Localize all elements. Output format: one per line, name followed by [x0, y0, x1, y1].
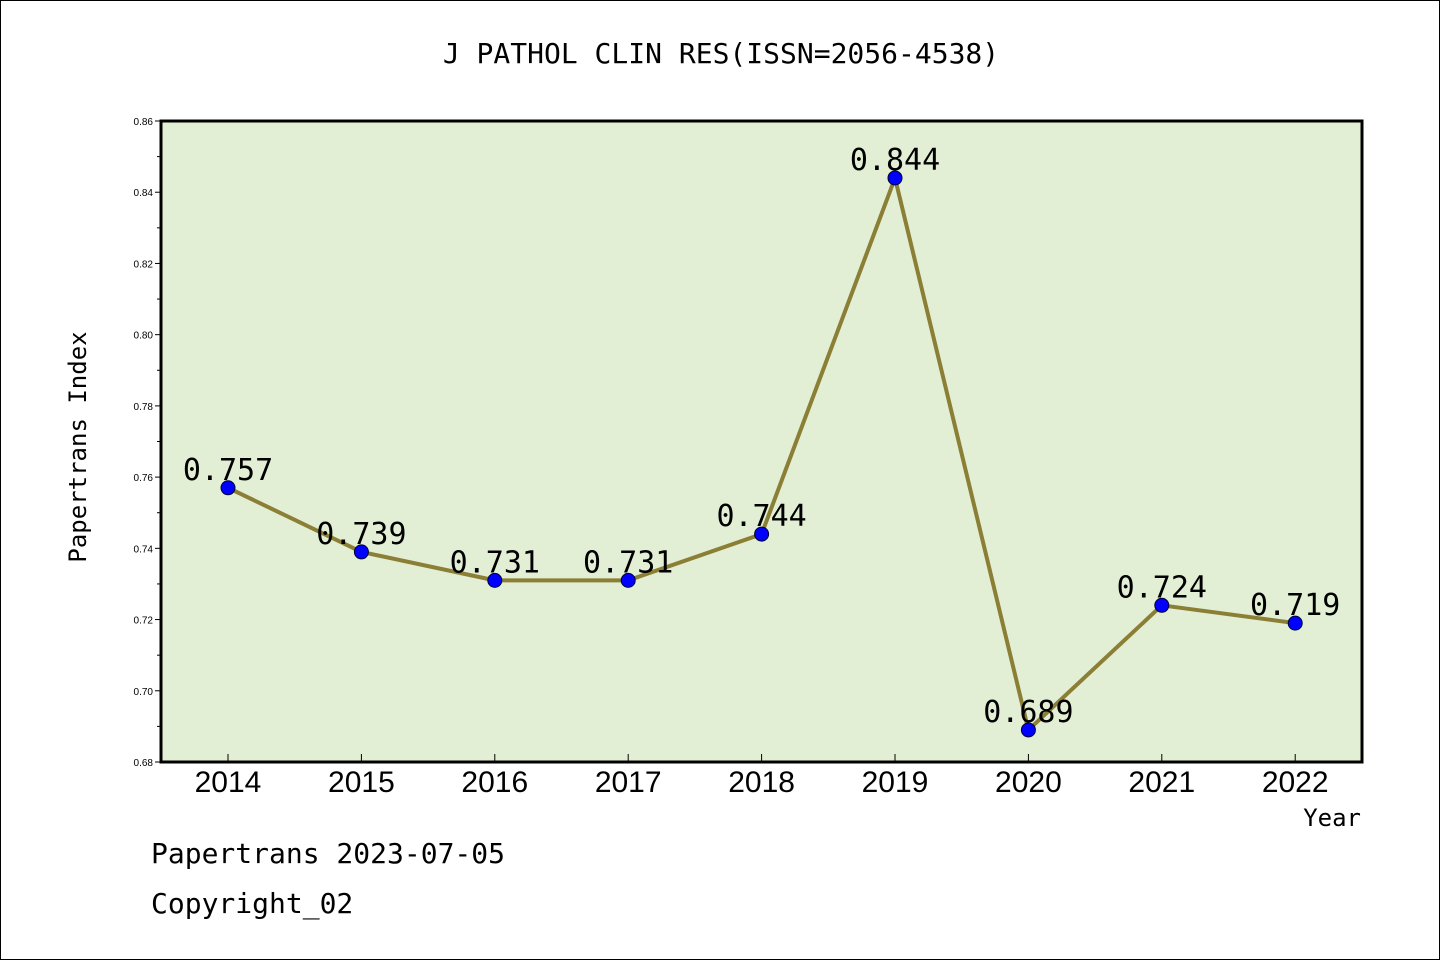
y-tick-label: 0.74 — [134, 544, 154, 555]
data-label: 0.719 — [1250, 588, 1340, 623]
data-point — [1020, 722, 1036, 738]
x-tick-label: 2017 — [595, 766, 662, 799]
data-point — [620, 572, 636, 588]
y-axis-label: Papertrans Index — [64, 331, 92, 562]
data-point — [353, 544, 369, 560]
plot-area — [159, 119, 1364, 764]
footer-date: Papertrans 2023-07-05 — [151, 837, 506, 870]
y-tick-label: 0.70 — [134, 687, 154, 698]
y-tick-label: 0.72 — [134, 616, 154, 627]
x-tick-label: 2021 — [1128, 766, 1195, 799]
x-axis-label: Year — [1303, 804, 1361, 832]
data-label: 0.731 — [450, 545, 540, 580]
x-tick-label: 2016 — [461, 766, 528, 799]
x-tick-label: 2014 — [195, 766, 262, 799]
y-tick-label: 0.80 — [134, 331, 154, 342]
x-tick-label: 2019 — [862, 766, 929, 799]
chart-title: J PATHOL CLIN RES(ISSN=2056-4538) — [442, 37, 1000, 70]
y-tick-label: 0.68 — [134, 758, 154, 769]
x-tick-label: 2022 — [1262, 766, 1329, 799]
data-label: 0.744 — [716, 499, 806, 534]
data-label: 0.689 — [983, 695, 1073, 730]
x-tick-label: 2015 — [328, 766, 395, 799]
data-point — [487, 572, 503, 588]
data-point — [1287, 615, 1303, 631]
data-point — [887, 170, 903, 186]
data-point — [1154, 597, 1170, 613]
x-tick-label: 2020 — [995, 766, 1062, 799]
series-group: 0.757 0.739 0.731 0.731 0.744 0.844 0.689 0.724… — [183, 143, 1340, 738]
data-label: 0.844 — [850, 143, 940, 178]
data-point — [220, 480, 236, 496]
footer-copyright: Copyright_02 — [151, 887, 354, 920]
data-point — [754, 526, 770, 542]
x-tick-label: 2018 — [728, 766, 795, 799]
data-label: 0.739 — [316, 517, 406, 552]
y-axis-ticks: 0.68 0.70 0.72 0.74 0.76 0.78 0.80 0.82 0.84 0.86 — [134, 117, 161, 769]
data-label: 0.724 — [1117, 570, 1207, 605]
y-tick-label: 0.86 — [134, 117, 154, 128]
y-tick-label: 0.76 — [134, 473, 154, 484]
y-tick-label: 0.78 — [134, 402, 154, 413]
x-axis-ticks: 2014 2015 2016 2017 2018 2019 2020 2021 2022 — [195, 754, 1329, 799]
y-tick-label: 0.84 — [134, 188, 154, 199]
data-label: 0.757 — [183, 453, 273, 488]
y-tick-label: 0.82 — [134, 259, 154, 270]
data-label: 0.731 — [583, 545, 673, 580]
